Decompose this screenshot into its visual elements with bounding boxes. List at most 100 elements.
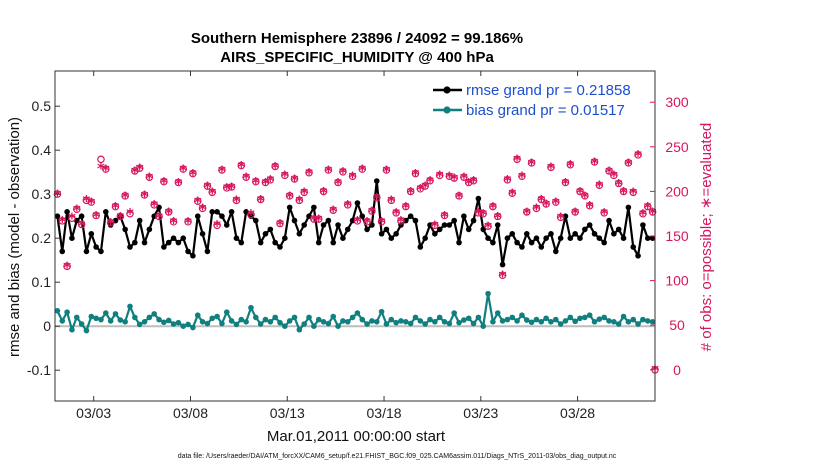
bias-point [78, 321, 85, 327]
possible-obs-marker [479, 209, 488, 218]
rmse-point [141, 239, 148, 246]
possible-obs-marker [513, 155, 521, 164]
rmse-point [296, 231, 303, 237]
evaluated-obs-marker: * [499, 268, 507, 286]
possible-obs-marker [498, 271, 507, 280]
evaluated-obs-marker: * [537, 192, 545, 210]
possible-obs-marker [493, 212, 502, 221]
rmse-point [485, 235, 491, 241]
evaluated-obs-marker: * [208, 185, 216, 203]
rmse-point [383, 226, 390, 233]
possible-obs-marker [542, 200, 550, 208]
possible-obs-marker [227, 183, 236, 191]
possible-obs-marker [484, 222, 492, 230]
possible-obs-marker [126, 209, 134, 218]
bias-point [180, 323, 187, 330]
evaluated-obs-marker: * [92, 208, 100, 226]
evaluated-obs-marker: * [595, 178, 603, 196]
rmse-point [223, 222, 230, 228]
possible-obs-marker [474, 209, 483, 217]
rmse-point [417, 244, 424, 250]
bias-point [344, 319, 351, 325]
evaluated-obs-marker: * [484, 219, 492, 237]
possible-obs-marker [179, 165, 188, 173]
possible-obs-marker [213, 221, 221, 230]
evaluated-obs-marker: * [291, 171, 299, 189]
evaluated-obs-marker: * [63, 259, 71, 277]
bias-point [156, 316, 162, 323]
possible-obs-marker [460, 173, 468, 181]
bias-point [528, 319, 535, 326]
rmse-point [451, 217, 457, 224]
rmse-point [441, 222, 448, 228]
evaluated-obs-marker: * [218, 162, 226, 180]
possible-obs-marker [634, 151, 642, 159]
evaluated-obs-marker: * [184, 214, 192, 232]
bias-point [499, 318, 506, 324]
possible-obs-marker [629, 188, 638, 197]
possible-obs-marker [518, 172, 526, 181]
evaluated-obs-marker: * [315, 211, 323, 229]
evaluated-obs-marker: * [571, 204, 579, 222]
rmse-point [514, 239, 520, 246]
rmse-point [233, 235, 240, 241]
bias-point [388, 316, 395, 323]
rmse-point [615, 226, 622, 233]
evaluated-obs-marker: * [53, 186, 61, 204]
rmse-point [586, 222, 593, 228]
rmse-point [204, 248, 211, 255]
evaluated-obs-marker: * [310, 211, 318, 229]
rmse-point [262, 231, 269, 237]
possible-obs-marker [242, 173, 250, 181]
bias-point [73, 314, 80, 321]
evaluated-obs-marker: * [228, 179, 236, 197]
evaluated-obs-marker: * [474, 205, 482, 223]
rmse-point [344, 226, 351, 233]
evaluated-obs-marker: * [639, 206, 647, 224]
evaluated-obs-marker: * [141, 187, 149, 205]
bias-point [257, 321, 264, 327]
bias-point [557, 321, 564, 327]
possible-obs-marker [397, 217, 405, 225]
rmse-point [194, 213, 201, 219]
rmse-point [340, 235, 346, 241]
rmse-point [635, 253, 641, 259]
bias-point [432, 319, 438, 325]
rmse-point [146, 226, 153, 233]
bias-point [161, 319, 167, 326]
chart-title-line1: Southern Hemisphere 23896 / 24092 = 99.1… [191, 30, 523, 47]
possible-obs-marker [329, 206, 338, 214]
possible-obs-marker [450, 174, 458, 182]
evaluated-obs-marker: * [586, 198, 594, 216]
evaluated-obs-marker: * [445, 169, 453, 187]
y-left-tick-label: 0.4 [32, 142, 52, 158]
possible-obs-marker [222, 184, 231, 192]
bias-point [480, 323, 487, 330]
rmse-point [267, 226, 274, 233]
possible-obs-marker [368, 207, 376, 215]
evaluated-obs-marker: * [566, 157, 574, 175]
evaluated-obs-marker: * [276, 216, 284, 234]
evaluated-obs-marker: * [455, 188, 463, 206]
bias-point [103, 310, 109, 316]
bias-point [606, 318, 612, 324]
rmse-point [165, 239, 172, 246]
bias-point [485, 290, 491, 297]
evaluated-obs-marker: * [83, 192, 91, 210]
rmse-point [369, 222, 375, 228]
evaluated-obs-marker: * [160, 174, 168, 192]
bias-point [383, 321, 390, 327]
bias-point [572, 318, 578, 325]
rmse-point [257, 239, 264, 246]
bias-point [373, 319, 380, 325]
evaluated-obs-marker: * [150, 197, 158, 215]
bias-point [504, 316, 511, 323]
bias-point [494, 310, 501, 316]
possible-obs-marker [271, 162, 279, 171]
bias-point [369, 318, 375, 324]
rmse-point [320, 222, 327, 228]
rmse-series-line [56, 179, 653, 266]
evaluated-obs-marker: * [412, 166, 420, 184]
evaluated-obs-marker: * [87, 195, 95, 213]
bias-point [272, 314, 278, 321]
